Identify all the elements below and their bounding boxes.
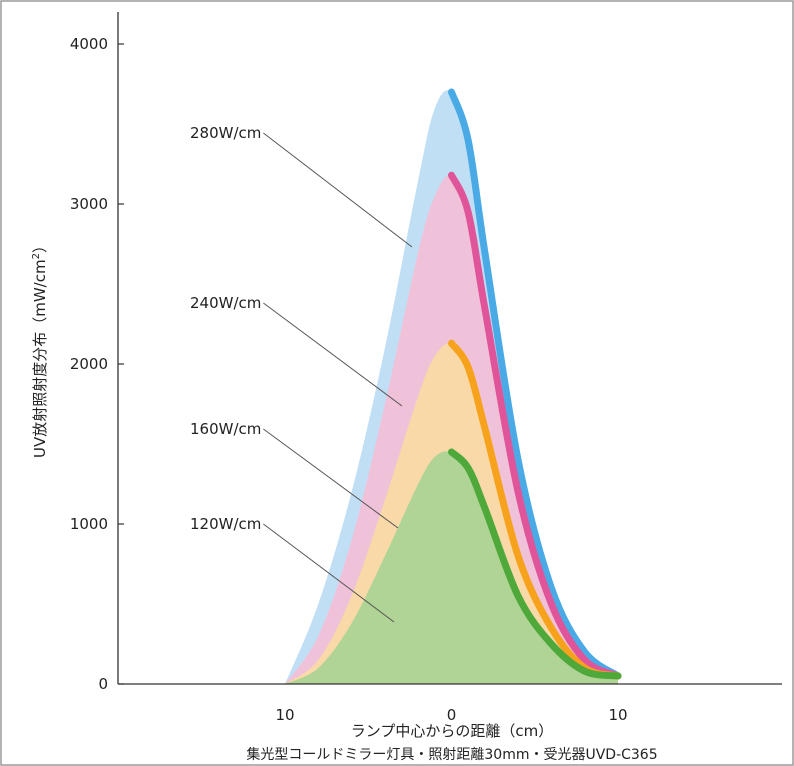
- annotation-leader-120w-cm: [263, 523, 395, 623]
- annotation-label-240w-cm: 240W/cm: [190, 294, 261, 312]
- y-tick-label-4000: 4000: [70, 35, 108, 53]
- annotation-leader-160w-cm: [263, 428, 399, 529]
- annotation-leader-280w-cm: [263, 132, 413, 248]
- y-tick-label-1000: 1000: [70, 515, 108, 533]
- chart-caption: 集光型コールドミラー灯具・照射距離30mm・受光器UVD-C365: [246, 746, 657, 763]
- x-tick-label--10: 10: [275, 706, 294, 724]
- x-axis-title: ランプ中心からの距離（cm）: [351, 722, 553, 740]
- y-axis-title: UV放射照射度分布（mW/cm2）: [31, 238, 49, 458]
- x-tick-labels: 10 0 10: [275, 706, 627, 724]
- annotation-label-280w-cm: 280W/cm: [190, 124, 261, 142]
- line-120w-cm: [448, 448, 622, 680]
- series-lines: [448, 88, 622, 680]
- y-tick-label-0: 0: [98, 675, 108, 693]
- x-tick-label-10: 10: [608, 706, 627, 724]
- y-tick-labels: 0 1000 2000 3000 4000: [70, 35, 124, 693]
- y-tick-label-2000: 2000: [70, 355, 108, 373]
- x-tick-label-0: 0: [447, 706, 457, 724]
- y-axis-title-superscript: 2: [31, 253, 42, 259]
- line-240w-cm: [448, 171, 622, 680]
- annotation-label-120w-cm: 120W/cm: [190, 515, 261, 533]
- annotation-label-160w-cm: 160W/cm: [190, 420, 261, 438]
- annotation-leader-240w-cm: [263, 302, 403, 407]
- y-tick-label-3000: 3000: [70, 195, 108, 213]
- series-annotations: 280W/cm 240W/cm 160W/cm 120W/cm: [190, 124, 413, 623]
- line-280w-cm: [448, 88, 622, 680]
